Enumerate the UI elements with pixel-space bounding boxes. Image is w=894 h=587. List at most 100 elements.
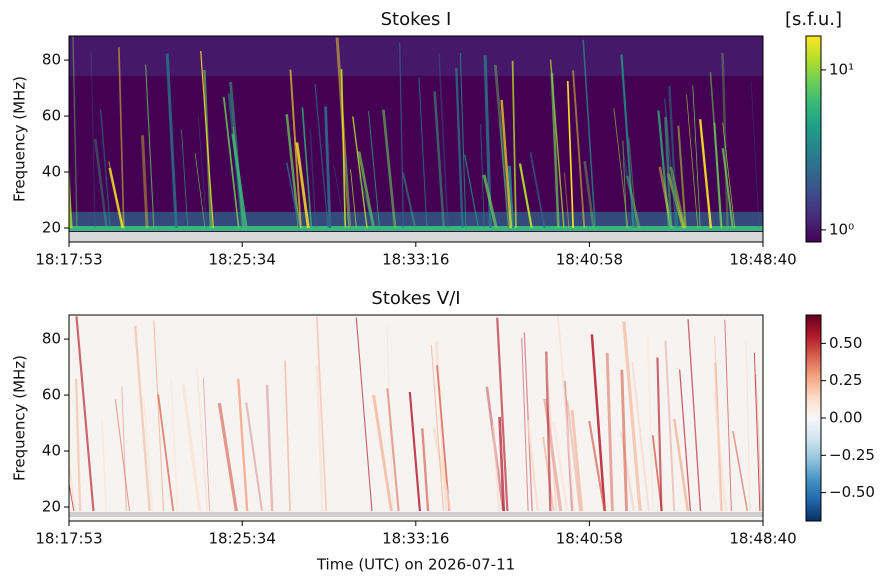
colorbar-tick-label: 0.25 <box>829 371 862 389</box>
streak <box>482 174 498 228</box>
streak <box>436 365 451 511</box>
streak <box>605 352 614 511</box>
streak <box>668 86 679 228</box>
streak <box>167 90 178 228</box>
streak <box>620 54 635 228</box>
streak <box>666 173 685 228</box>
streak <box>284 360 291 511</box>
streak <box>714 362 723 511</box>
y-tick-label: 80 <box>42 51 61 69</box>
streak <box>133 325 151 511</box>
streak <box>399 42 404 228</box>
streak <box>459 53 467 229</box>
streak <box>368 111 381 228</box>
streak <box>572 70 586 228</box>
colorbar <box>805 314 822 522</box>
streak <box>153 320 165 511</box>
streak <box>181 384 202 511</box>
streak <box>114 399 131 511</box>
streak <box>483 55 492 228</box>
band <box>69 232 763 242</box>
streak <box>438 53 449 229</box>
streak <box>620 369 628 511</box>
streak <box>613 108 629 228</box>
streak <box>285 162 301 228</box>
streak <box>69 174 73 228</box>
streak <box>545 353 557 511</box>
streak <box>664 117 673 228</box>
streak <box>357 151 375 228</box>
streak <box>583 161 595 228</box>
streak <box>101 418 108 511</box>
streak <box>157 394 175 511</box>
streak <box>498 416 506 511</box>
streak <box>570 409 584 511</box>
y-tick-label: 40 <box>42 163 61 181</box>
streak <box>401 172 417 228</box>
streak <box>295 142 310 228</box>
streak <box>491 424 501 511</box>
x-axis-label: Time (UTC) on 2026-07-11 <box>316 556 515 574</box>
streak <box>724 319 732 511</box>
band <box>69 36 763 76</box>
streak <box>432 428 453 511</box>
streak <box>315 365 324 511</box>
streak <box>344 157 351 228</box>
band <box>69 226 763 231</box>
streak <box>557 316 575 511</box>
y-tick-label: 20 <box>42 498 61 516</box>
streak <box>566 400 582 511</box>
colorbar-label: [s.f.u.] <box>785 9 842 30</box>
x-tick-label: 18:48:40 <box>729 251 796 269</box>
streak <box>265 384 274 511</box>
streak <box>196 368 208 511</box>
streak <box>324 106 332 228</box>
streak <box>355 317 373 511</box>
streak <box>671 168 679 228</box>
streak <box>408 391 421 511</box>
streak <box>566 80 574 229</box>
streak <box>69 481 75 511</box>
heatmap-background <box>69 315 763 521</box>
streak <box>93 138 108 228</box>
streak <box>750 81 760 229</box>
streak <box>386 388 400 511</box>
colorbar-tick-label: 10¹ <box>829 60 854 78</box>
x-tick-label: 18:25:34 <box>209 530 276 548</box>
streak <box>552 421 569 511</box>
streak <box>418 76 428 228</box>
streak <box>496 317 509 511</box>
streak <box>753 353 761 511</box>
streak <box>181 129 189 228</box>
streak <box>521 337 529 511</box>
y-tick-label: 20 <box>42 219 61 237</box>
streak <box>722 122 736 228</box>
x-tick-label: 18:33:16 <box>382 251 449 269</box>
streak <box>754 374 763 511</box>
streak <box>72 36 78 229</box>
streak <box>245 402 264 511</box>
streak <box>340 69 347 229</box>
y-axis-label: Frequency (MHz) <box>11 76 29 202</box>
streak <box>664 340 676 511</box>
streak <box>673 418 690 511</box>
streak <box>526 419 539 511</box>
streak <box>382 109 397 228</box>
streak <box>200 51 214 228</box>
streak <box>69 454 76 511</box>
streak <box>669 166 686 228</box>
heatmap-image <box>69 36 763 242</box>
y-tick-label: 40 <box>42 442 61 460</box>
streak <box>646 336 654 511</box>
x-tick-label: 18:17:53 <box>35 251 102 269</box>
y-tick-label: 80 <box>42 330 61 348</box>
streak <box>511 60 517 228</box>
streak <box>314 83 329 229</box>
streak <box>301 107 313 228</box>
streak <box>563 172 570 228</box>
streak <box>108 161 124 228</box>
colorbar <box>805 35 822 243</box>
streak <box>713 391 728 511</box>
streak <box>222 96 240 228</box>
